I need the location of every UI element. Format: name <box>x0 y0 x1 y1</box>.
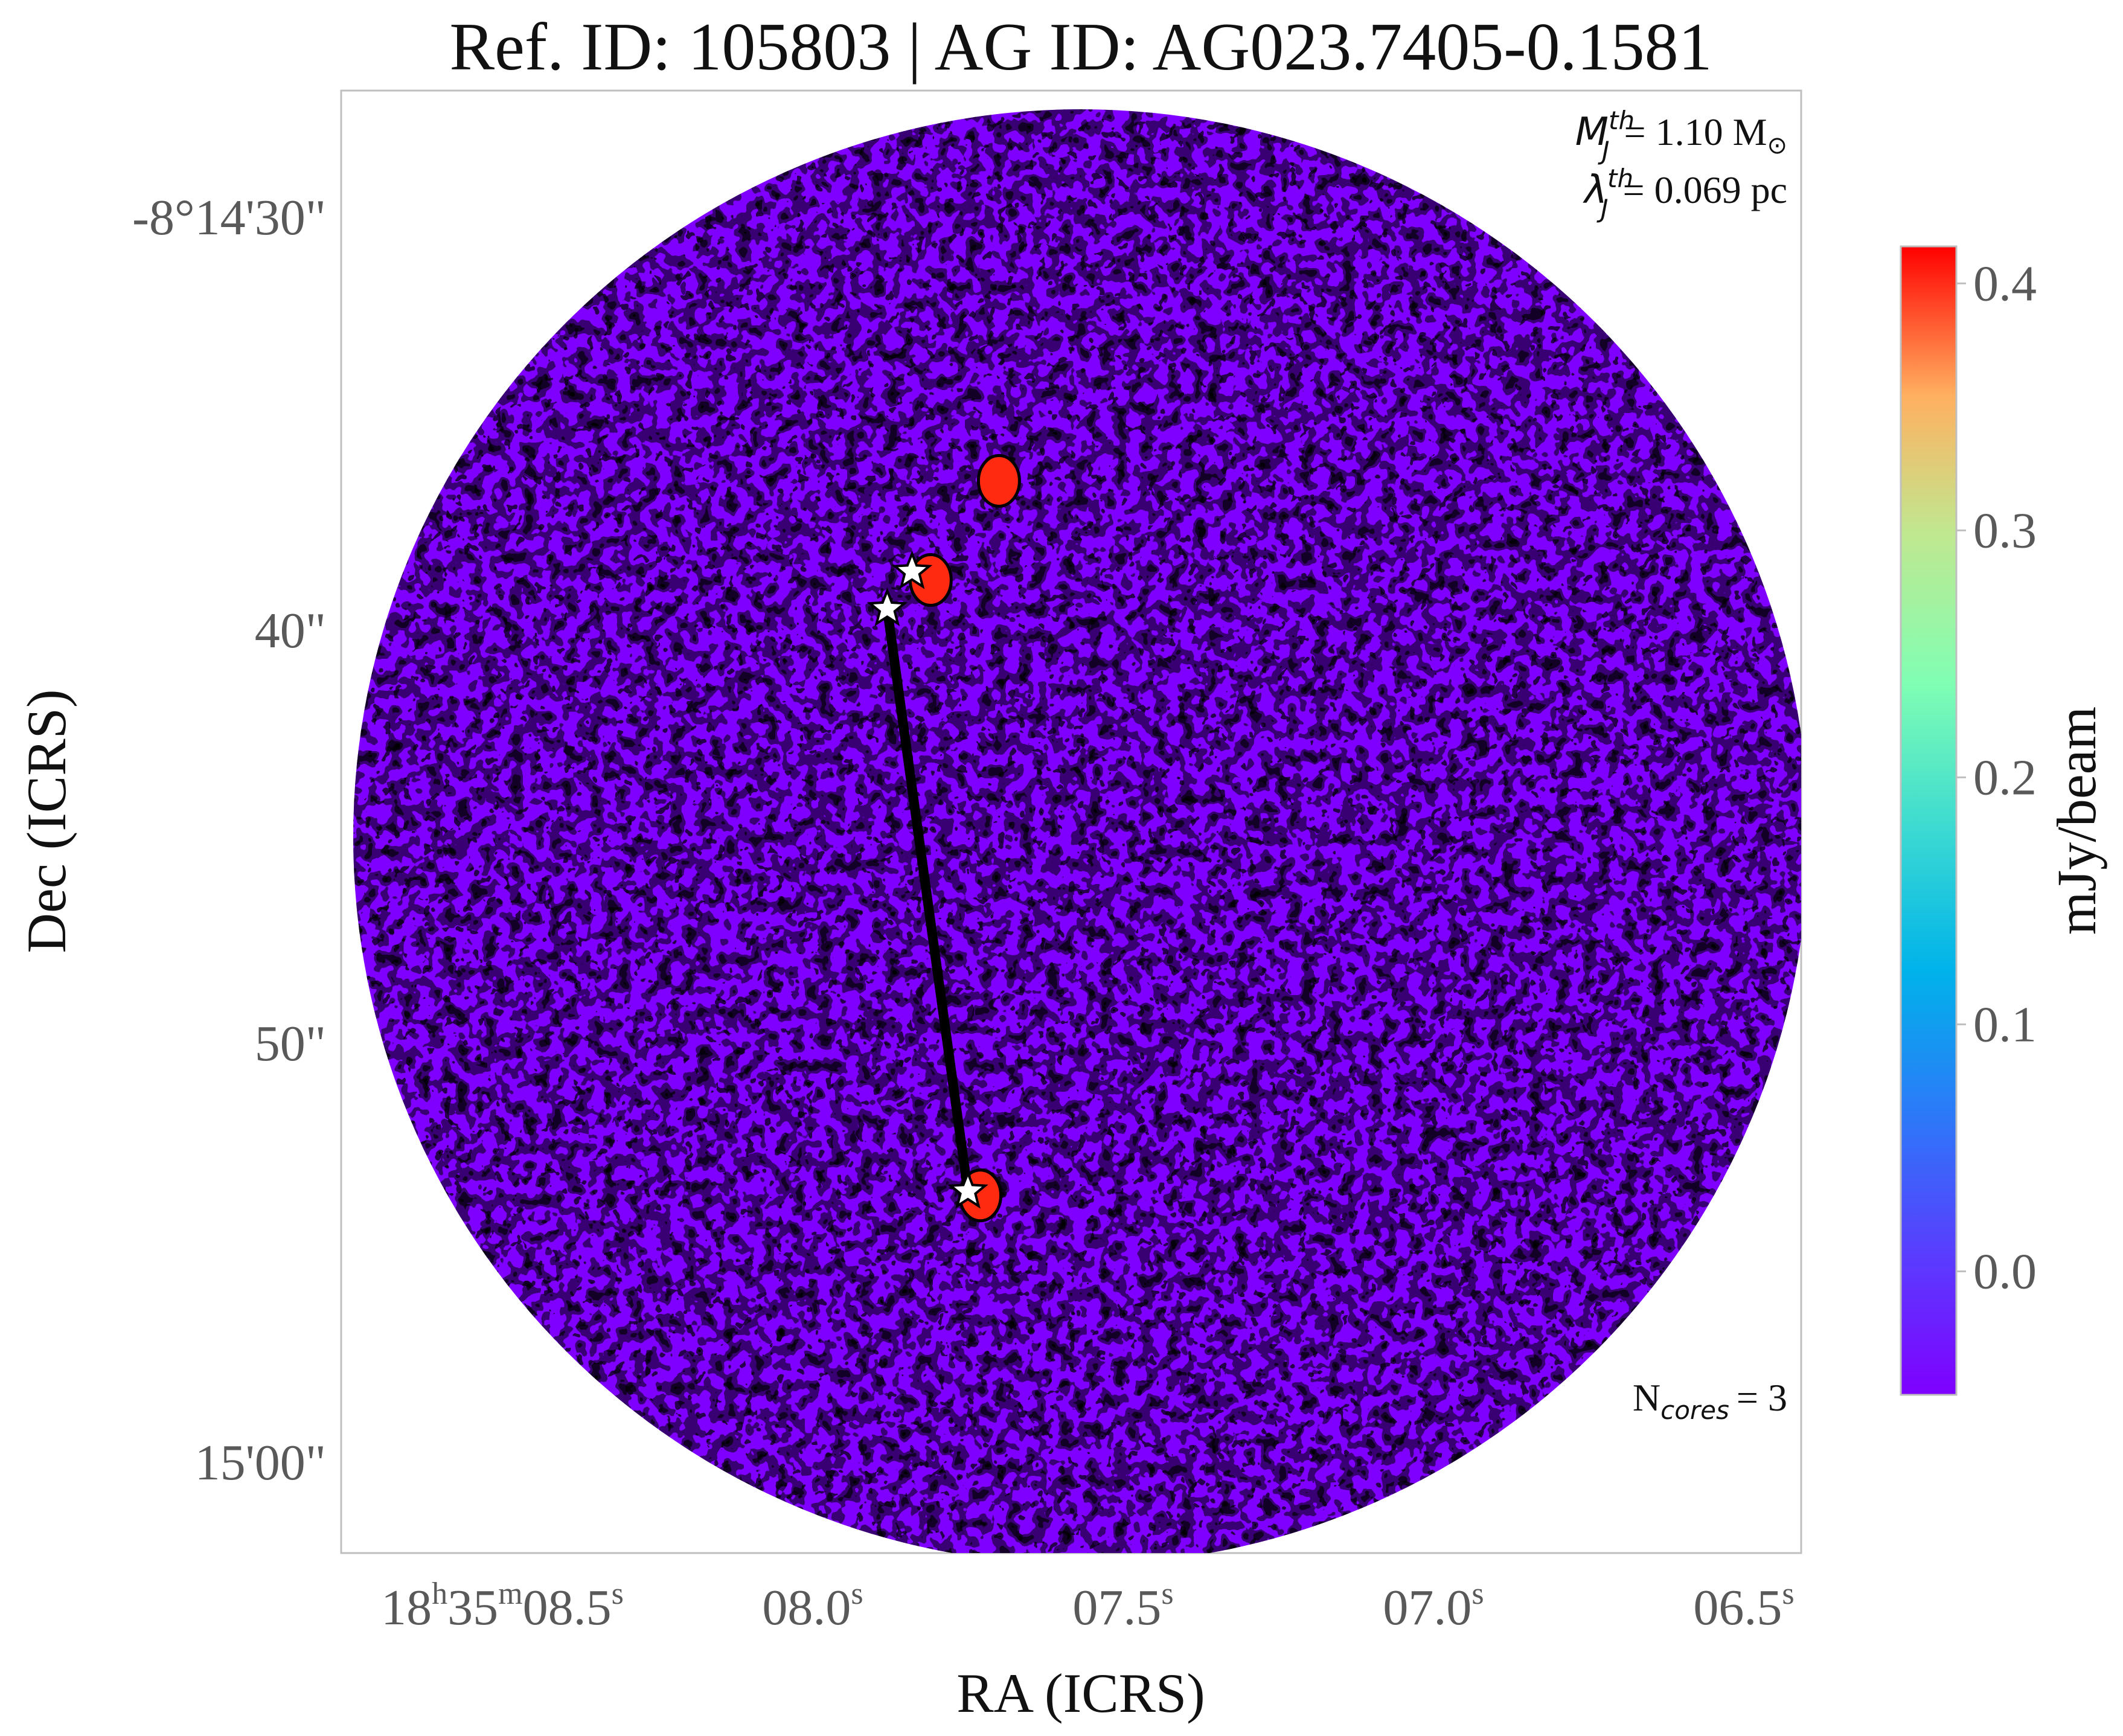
colorbar-tick-label: 0.1 <box>1973 996 2037 1052</box>
ncores-label: Ncores = 3 <box>1633 1376 1787 1425</box>
colorbar-label: mJy/beam <box>2046 706 2107 935</box>
jeans-mass-label: Mth J = 1.10 M⊙ <box>1575 106 1787 165</box>
y-axis-label: Dec (ICRS) <box>16 690 77 953</box>
colorbar <box>1900 245 1958 1396</box>
y-tick-label: 50" <box>255 1016 326 1072</box>
colorbar-tick-label: 0.2 <box>1973 749 2037 806</box>
core-marker <box>947 1170 988 1209</box>
x-axis-label: RA (ICRS) <box>956 1662 1205 1724</box>
core-overlay <box>866 550 988 1209</box>
x-tick-label: 08.0s <box>762 1577 863 1636</box>
x-tick-label: 07.5s <box>1072 1577 1173 1636</box>
y-tick-label: 15'00" <box>195 1435 326 1491</box>
x-tick-label: 06.5s <box>1693 1577 1794 1636</box>
core-marker <box>866 587 908 627</box>
x-tick-label: 18h35m08.5s <box>381 1577 624 1636</box>
emission-map <box>353 109 1801 1553</box>
colorbar-tick-label: 0.0 <box>1973 1243 2037 1299</box>
colorbar-tick-label: 0.3 <box>1973 502 2037 559</box>
bright-source <box>976 453 1021 508</box>
colorbar-tick-label: 0.4 <box>1973 255 2037 312</box>
y-tick-label: -8°14'30" <box>132 190 326 246</box>
x-tick-label: 07.0s <box>1383 1577 1484 1636</box>
chart-title: Ref. ID: 105803 | AG ID: AG023.7405-0.15… <box>449 10 1712 85</box>
core-marker <box>891 550 933 589</box>
mst-edge <box>882 608 973 1192</box>
y-tick-label: 40" <box>255 603 326 659</box>
jeans-length-label: λth J = 0.069 pc <box>1583 164 1787 223</box>
noise-layer-high <box>353 109 1801 1553</box>
colorbar-ticks: 0.4 0.3 0.2 0.1 0.0 <box>1956 255 2037 1299</box>
